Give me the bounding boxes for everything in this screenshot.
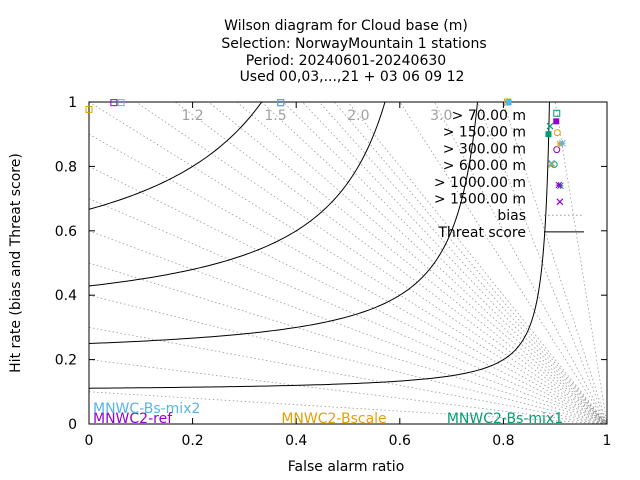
x-axis-ticks: 0 0.2 0.4 0.6 0.8 1 bbox=[85, 102, 612, 449]
y-axis-label: Hit rate (bias and Threat score) bbox=[8, 153, 24, 373]
y-tick-label-2: 0.4 bbox=[55, 288, 77, 304]
bias-label-3: 3.0 bbox=[430, 108, 452, 124]
x-tick-label-3: 0.6 bbox=[389, 433, 411, 449]
bias-label-2: 2.0 bbox=[347, 108, 369, 124]
bias-line-19 bbox=[347, 102, 607, 424]
point-1-2 bbox=[555, 181, 563, 189]
legend-threshold-0: > 70.00 m bbox=[452, 108, 526, 124]
bias-lines bbox=[89, 102, 607, 424]
bias-line-4 bbox=[89, 262, 607, 424]
point-1-5 bbox=[277, 99, 285, 107]
bias-line-22 bbox=[477, 102, 607, 424]
point-1-1 bbox=[553, 146, 561, 154]
point-1-4 bbox=[110, 99, 118, 107]
data-points bbox=[85, 98, 566, 206]
legend-threshold-4: > 1000.00 m bbox=[434, 175, 526, 191]
series-label-3: MNWC-Bs-mix2 bbox=[93, 401, 200, 417]
point-3-0 bbox=[559, 139, 566, 147]
threat-score-curve-1 bbox=[89, 102, 478, 344]
legend-threshold-1: > 150.00 m bbox=[443, 125, 526, 141]
series-label-0: MNWC2-Bs-mix1 bbox=[447, 411, 563, 427]
point-3-2 bbox=[117, 99, 125, 107]
threat-score-curves bbox=[89, 102, 550, 389]
point-3-1 bbox=[548, 159, 555, 167]
series-labels: MNWC2-Bs-mix1 MNWC2-ref MNWC2-Bscale MNWC-B… bbox=[93, 401, 563, 427]
x-axis-label: False alarm ratio bbox=[288, 459, 405, 475]
bias-line-8 bbox=[89, 133, 607, 424]
bias-line-10 bbox=[135, 102, 607, 424]
legend: > 70.00 m> 150.00 m> 300.00 m> 600.00 m>… bbox=[434, 108, 584, 241]
threat-score-curve-2 bbox=[89, 102, 386, 287]
series-label-1: MNWC2-ref bbox=[93, 411, 173, 427]
chart-title-line-4: Used 00,03,...,21 + 03 06 09 12 bbox=[240, 69, 465, 85]
bias-line-23 bbox=[502, 102, 607, 424]
bias-line-7 bbox=[89, 166, 607, 424]
bias-line-9 bbox=[89, 102, 607, 424]
bias-line-13 bbox=[236, 102, 607, 424]
x-tick-label-0: 0 bbox=[85, 433, 94, 449]
point-2-2 bbox=[548, 161, 555, 168]
chart-title-line-3: Period: 20240601-20240630 bbox=[246, 53, 446, 69]
y-tick-label-3: 0.6 bbox=[55, 224, 77, 240]
bias-line-6 bbox=[89, 198, 607, 424]
point-0-1 bbox=[545, 131, 552, 138]
x-tick-label-4: 0.8 bbox=[492, 433, 514, 449]
point-2-3 bbox=[85, 105, 93, 113]
point-2-1 bbox=[556, 140, 564, 148]
bias-labels: 1.2 1.5 2.0 3.0 bbox=[181, 108, 452, 124]
legend-threshold-5: > 1500.00 m bbox=[434, 192, 526, 208]
y-tick-label-5: 1 bbox=[68, 95, 77, 111]
point-0-0 bbox=[553, 109, 561, 117]
threat-score-curve-3 bbox=[89, 102, 263, 210]
bias-line-21 bbox=[433, 102, 607, 424]
point-0-3 bbox=[557, 182, 564, 190]
legend-threshold-3: > 600.00 m bbox=[443, 158, 526, 174]
bias-line-5 bbox=[89, 230, 607, 424]
plot-frame bbox=[88, 101, 608, 425]
bias-line-12 bbox=[207, 102, 607, 424]
bias-label-0: 1.2 bbox=[181, 108, 203, 124]
bias-label-1: 1.5 bbox=[264, 108, 286, 124]
legend-threshold-2: > 300.00 m bbox=[443, 141, 526, 157]
bias-line-18 bbox=[333, 102, 607, 424]
point-0-4 bbox=[546, 122, 554, 130]
point-1-0 bbox=[553, 118, 560, 125]
legend-threat-label: Threat score bbox=[437, 225, 526, 241]
bias-line-17 bbox=[318, 102, 607, 424]
legend-bias-label: bias bbox=[497, 208, 526, 224]
series-label-2: MNWC2-Bscale bbox=[281, 411, 386, 427]
point-2-0 bbox=[553, 129, 561, 137]
point-1-3 bbox=[556, 198, 564, 206]
bias-line-1 bbox=[89, 359, 607, 424]
point-3-4 bbox=[505, 99, 512, 105]
x-tick-label-1: 0.2 bbox=[181, 433, 203, 449]
y-tick-label-4: 0.8 bbox=[55, 159, 77, 175]
x-tick-label-2: 0.4 bbox=[285, 433, 307, 449]
threat-score-curve-4 bbox=[89, 102, 90, 103]
y-tick-label-1: 0.2 bbox=[55, 353, 77, 369]
x-tick-label-5: 1 bbox=[603, 433, 612, 449]
y-tick-label-0: 0 bbox=[68, 417, 77, 433]
bias-line-3 bbox=[89, 294, 607, 424]
chart-title-line-2: Selection: NorwayMountain 1 stations bbox=[221, 36, 486, 52]
chart-title-line-1: Wilson diagram for Cloud base (m) bbox=[224, 18, 468, 34]
y-axis-ticks: 0 0.2 0.4 0.6 0.8 1 bbox=[55, 95, 607, 433]
threat-score-curve-0 bbox=[89, 102, 550, 389]
bias-line-15 bbox=[282, 102, 607, 424]
bias-line-16 bbox=[301, 102, 607, 424]
bias-line-0 bbox=[89, 391, 607, 424]
point-3-3 bbox=[277, 99, 285, 107]
